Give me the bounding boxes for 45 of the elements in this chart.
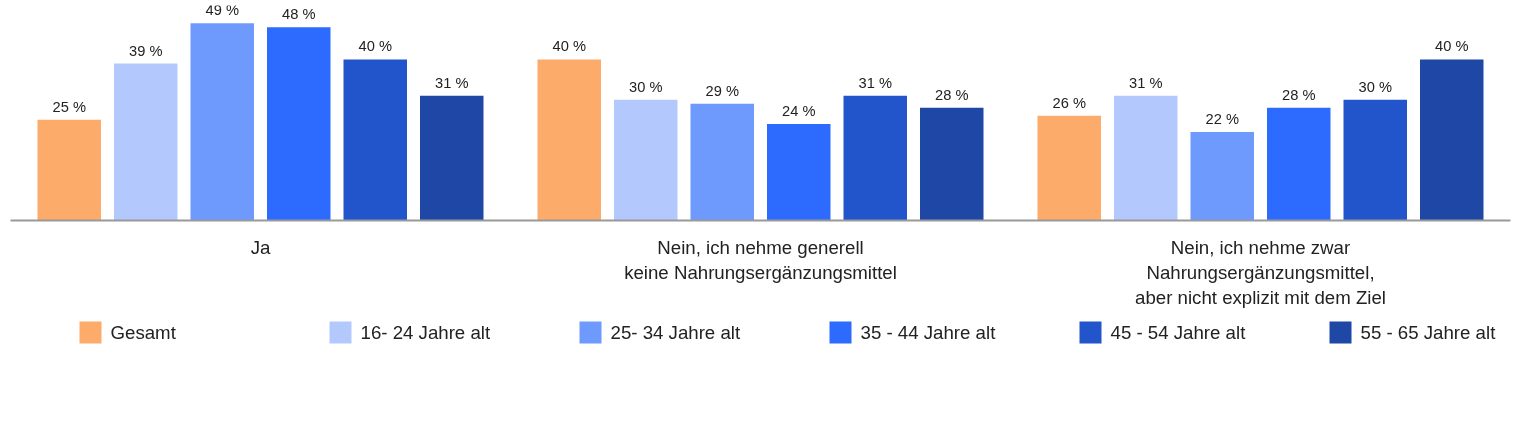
bar bbox=[37, 119, 101, 221]
bar bbox=[1420, 59, 1484, 221]
x-tick-label: Ja bbox=[250, 236, 271, 258]
x-tick-label: Nein, ich nehme zwar Nahrungsergänzungsmittel, aber nicht explizit mit dem Ziel bbox=[1135, 236, 1386, 308]
bar bbox=[1114, 95, 1178, 221]
data-label: 49 % bbox=[205, 2, 239, 19]
data-label: 31 % bbox=[858, 74, 892, 91]
x-tick-label: Nein, ich nehme generell keine Nahrungsergänzungsmittel bbox=[624, 236, 897, 283]
data-label: 31 % bbox=[435, 74, 469, 91]
data-label: 24 % bbox=[782, 102, 816, 119]
data-label: 29 % bbox=[705, 82, 739, 99]
bar bbox=[1190, 131, 1254, 221]
bar bbox=[420, 95, 484, 221]
bar bbox=[343, 59, 407, 221]
bar bbox=[843, 95, 907, 221]
data-label: 48 % bbox=[282, 6, 316, 23]
legend-label: 35 - 44 Jahre alt bbox=[860, 322, 997, 343]
bar bbox=[1267, 107, 1331, 221]
data-label: 28 % bbox=[935, 86, 969, 103]
data-label: 31 % bbox=[1129, 74, 1163, 91]
data-label: 40 % bbox=[1435, 38, 1469, 55]
legend-label: 45 - 54 Jahre alt bbox=[1110, 322, 1247, 343]
data-label: 39 % bbox=[129, 42, 163, 59]
data-label: 30 % bbox=[1358, 78, 1392, 95]
bar bbox=[267, 27, 331, 221]
bar bbox=[114, 63, 178, 221]
data-label: 26 % bbox=[1052, 94, 1086, 111]
legend-label: 55 - 65 Jahre alt bbox=[1360, 322, 1497, 343]
bar bbox=[767, 123, 831, 221]
data-label: 30 % bbox=[629, 78, 663, 95]
data-label: 28 % bbox=[1282, 86, 1316, 103]
bar bbox=[190, 23, 254, 221]
legend-label: 25- 34 Jahre alt bbox=[610, 322, 741, 343]
bar bbox=[920, 107, 984, 221]
bar bbox=[1037, 115, 1101, 221]
data-label: 40 % bbox=[552, 38, 586, 55]
bar bbox=[537, 59, 601, 221]
data-label: 22 % bbox=[1205, 110, 1239, 127]
data-label: 25 % bbox=[52, 98, 86, 115]
legend-label: 16- 24 Jahre alt bbox=[360, 322, 491, 343]
bar bbox=[690, 103, 754, 221]
legend-label: Gesamt bbox=[110, 322, 177, 343]
bar bbox=[1343, 99, 1407, 221]
data-label: 40 % bbox=[358, 38, 392, 55]
bar bbox=[614, 99, 678, 221]
